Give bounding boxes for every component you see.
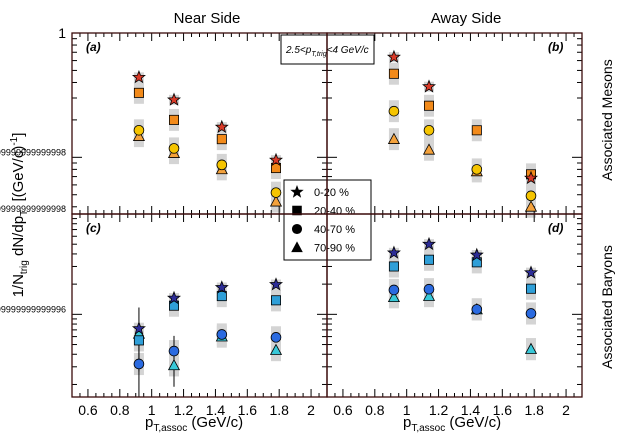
- data-point-triangle: [387, 290, 401, 303]
- data-point-star: [422, 79, 436, 93]
- data-point-triangle: [167, 358, 181, 371]
- header-away-side: Away Side: [431, 10, 502, 27]
- data-point-square: [133, 335, 144, 346]
- x-tick-label: 2: [562, 402, 570, 418]
- y-axis-title: 1/Ntrig dN/dpT [(GeV/c)-1]: [9, 133, 30, 298]
- x-tick-label: 0.6: [333, 402, 353, 418]
- data-point-star: [131, 69, 146, 84]
- data-point-circle: [388, 105, 400, 117]
- y-tick-exponent: -0.9999999999999998: [0, 204, 66, 214]
- data-point-square: [526, 283, 537, 294]
- data-point-circle: [525, 190, 537, 202]
- x-tick-label: 1.6: [493, 402, 513, 418]
- legend-label: 20-40 %: [314, 206, 355, 218]
- data-point-circle: [216, 329, 228, 340]
- data-point-star: [386, 49, 401, 64]
- data-point-circle: [525, 308, 537, 319]
- data-point-square: [133, 87, 144, 98]
- x-tick-label: 1.8: [269, 402, 289, 418]
- x-tick-label: 1.8: [524, 402, 544, 418]
- data-point-star: [469, 247, 484, 261]
- data-point-circle: [270, 332, 282, 343]
- data-point-triangle: [269, 343, 283, 355]
- data-point-square: [216, 291, 227, 302]
- y-tick-label: 10-1.9999999999999996: [0, 304, 66, 322]
- data-point-triangle: [387, 132, 401, 144]
- data-point-circle: [168, 143, 180, 154]
- data-point-square: [168, 114, 179, 125]
- x-axis-title-right: pT,assoc (GeV/c): [403, 414, 501, 434]
- data-point-square: [423, 254, 434, 265]
- legend-marker-triangle: [291, 241, 303, 253]
- legend-marker-circle: [291, 223, 303, 235]
- panel-label: (c): [86, 221, 101, 235]
- data-point-circle: [216, 159, 228, 171]
- legend-label: 40-70 %: [314, 224, 355, 236]
- data-point-star: [524, 170, 538, 185]
- data-point-circle: [471, 304, 483, 315]
- y-tick-exponent: -0.9999999999999998: [0, 147, 66, 157]
- x-tick-label: 1: [403, 402, 411, 418]
- y-tick-exponent: -1.9999999999999996: [0, 304, 66, 314]
- header-near-side: Near Side: [174, 10, 241, 27]
- row-label-baryons: Associated Baryons: [599, 245, 615, 369]
- data-point-circle: [388, 284, 400, 296]
- data-point-circle: [423, 124, 435, 136]
- data-point-star: [524, 265, 538, 279]
- x-tick-label: 2: [307, 402, 315, 418]
- x-tick-label: 1.2: [174, 402, 194, 418]
- data-point-square: [270, 163, 281, 174]
- data-point-triangle: [269, 195, 283, 207]
- row-label-mesons: Associated Mesons: [599, 59, 615, 180]
- data-point-circle: [270, 187, 282, 198]
- x-tick-label: 1.6: [238, 402, 258, 418]
- y-tick-label: 1: [58, 25, 66, 41]
- data-point-circle: [471, 164, 483, 175]
- panel-label: (a): [86, 40, 101, 54]
- data-point-square: [471, 125, 482, 136]
- data-point-square: [270, 295, 281, 306]
- data-point-star: [167, 290, 181, 305]
- data-point-triangle: [422, 289, 436, 301]
- data-point-star: [131, 321, 146, 335]
- data-point-star: [167, 92, 181, 106]
- data-point-circle: [133, 124, 145, 136]
- data-point-square: [388, 68, 399, 79]
- x-tick-label: 1: [148, 402, 156, 418]
- x-tick-label: 1.4: [461, 402, 481, 418]
- data-point-circle: [133, 358, 145, 370]
- data-point-star: [269, 277, 283, 291]
- x-axis-title-left: pT,assoc (GeV/c): [145, 414, 243, 434]
- data-point-square: [423, 100, 434, 111]
- data-point-triangle: [422, 143, 436, 155]
- data-point-star: [269, 152, 283, 167]
- legend-label: 0-20 %: [314, 187, 349, 199]
- data-point-circle: [168, 345, 180, 357]
- data-point-triangle: [524, 200, 538, 212]
- legend-marker-square: [292, 205, 302, 216]
- trigger-cut-label: 2.5<pT,trig<4 GeV/c: [285, 45, 369, 58]
- data-point-square: [216, 134, 227, 145]
- data-point-square: [388, 261, 399, 272]
- x-tick-label: 1.4: [206, 402, 226, 418]
- legend-marker-star: [290, 184, 304, 198]
- panel-frame: [326, 213, 583, 398]
- data-point-circle: [423, 283, 435, 295]
- data-point-star: [214, 280, 229, 294]
- data-point-star: [386, 245, 401, 259]
- legend-label: 70-90 %: [314, 243, 355, 255]
- data-point-triangle: [524, 342, 538, 354]
- x-tick-label: 1.2: [429, 402, 449, 418]
- panel-label: (d): [548, 221, 563, 235]
- x-tick-label: 0.6: [78, 402, 98, 418]
- panel-label: (b): [548, 40, 563, 54]
- data-point-star: [214, 119, 229, 134]
- data-point-star: [422, 236, 436, 251]
- x-tick-label: 0.8: [110, 402, 130, 418]
- x-tick-label: 0.8: [365, 402, 385, 418]
